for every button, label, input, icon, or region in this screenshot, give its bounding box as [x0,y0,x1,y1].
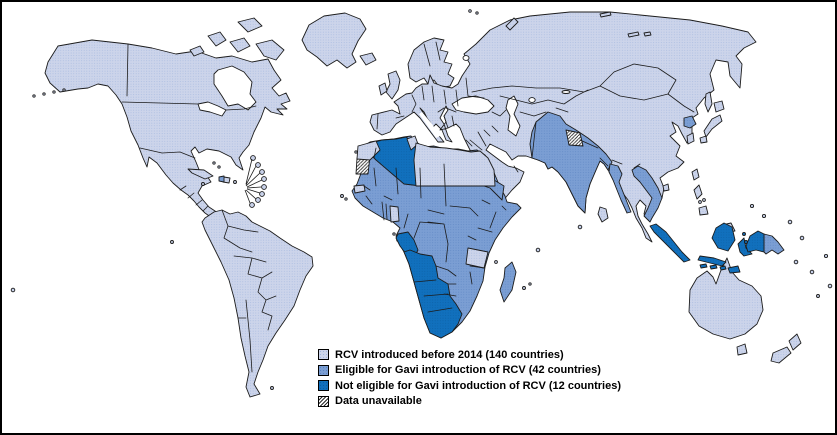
legend-swatch-gavi-eligible [318,364,329,376]
region-sakhalin [704,91,713,113]
region-taiwan [691,168,700,181]
legend-label-gavi-eligible: Eligible for Gavi introduction of RCV (4… [335,364,601,377]
legend-item-not-eligible: Not eligible for Gavi introduction of RC… [318,378,621,394]
region-lesser-sunda-timor [699,263,741,274]
great-lakes [197,101,227,117]
region-greenland [301,12,367,69]
region-papua-indonesia [745,230,765,253]
region-haiti [218,175,225,183]
legend-label-data-unavailable: Data unavailable [335,395,422,408]
region-kalimantan [711,222,736,252]
region-kashmir [565,129,584,147]
legend-swatch-rcv-introduced [318,349,329,361]
seas [197,55,571,138]
region-arctic-islands [189,17,285,61]
region-papua-new-guinea [763,233,785,255]
region-novaya-zemlya [505,17,519,31]
region-south-asia [529,111,613,214]
regions-gavi-eligible [218,111,785,339]
legend-label-not-eligible: Not eligible for Gavi introduction of RC… [335,379,622,392]
black-sea [451,95,495,115]
region-java [697,255,727,267]
aral-sea [528,97,536,103]
region-cuba [187,168,214,180]
region-siberian-islands [599,11,652,38]
region-small-islands [10,9,833,390]
region-sri-lanka [597,206,609,223]
region-new-zealand [770,333,802,364]
region-sumatra [649,223,691,263]
region-japan [699,100,725,144]
region-ireland [378,82,388,96]
region-south-korea [686,132,695,145]
regions-data-unavailable [355,129,584,175]
white-sea [462,55,470,61]
region-libya-egypt [413,142,496,187]
region-tanzania [465,247,489,269]
region-tasmania [736,343,748,356]
region-laos-vietnam-cambodia [631,165,663,223]
region-senegal [353,184,366,194]
region-southern-africa [403,249,463,339]
legend-item-gavi-eligible: Eligible for Gavi introduction of RCV (4… [318,363,621,379]
legend-item-rcv-introduced: RCV introduced before 2014 (140 countrie… [318,347,621,363]
region-uk [385,70,401,100]
legend-item-data-unavailable: Data unavailable [318,394,621,410]
region-australia [688,257,764,340]
legend-swatch-data-unavailable [318,395,329,407]
region-north-korea [683,115,697,129]
map-legend: RCV introduced before 2014 (140 countrie… [318,347,621,409]
region-hainan [662,183,670,192]
region-philippines [693,184,709,216]
hudson-bay [213,65,257,111]
region-south-america [201,209,314,398]
region-madagascar [499,261,517,303]
legend-label-rcv-introduced: RCV introduced before 2014 (140 countrie… [335,348,564,361]
region-jamaica [201,182,205,186]
lake-balkhash [561,90,571,94]
region-ghana [389,205,400,223]
caribbean-leader-lines [244,158,263,204]
region-iceland [359,52,377,66]
region-puerto-rico [233,180,237,184]
country-borders [121,41,695,373]
legend-swatch-not-eligible [318,380,329,392]
region-myanmar [608,163,632,214]
regions-not-eligible [367,136,765,339]
adriatic-sea [419,112,440,138]
